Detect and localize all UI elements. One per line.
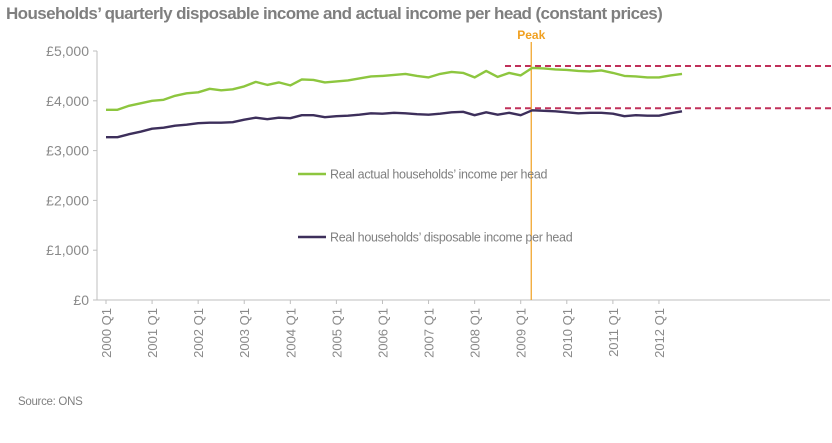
source-note: Source: ONS <box>18 396 83 408</box>
legend-label: Real actual households’ income per head <box>330 168 547 182</box>
x-tick-label: 2004 Q1 <box>283 308 298 358</box>
x-tick-label: 2012 Q1 <box>652 308 667 358</box>
y-tick-label: £4,000 <box>46 93 89 109</box>
x-tick-label: 2007 Q1 <box>422 308 437 358</box>
x-tick-label: 2009 Q1 <box>514 308 529 358</box>
x-tick-label: 2000 Q1 <box>99 308 114 358</box>
x-tick-label: 2011 Q1 <box>606 308 621 357</box>
legend-label: Real households’ disposable income per h… <box>330 231 573 245</box>
series-lines <box>106 66 683 139</box>
series-line-1 <box>106 66 683 112</box>
x-tick-label: 2010 Q1 <box>560 308 575 358</box>
x-tick-label: 2003 Q1 <box>237 308 252 358</box>
y-tick-label: £3,000 <box>46 143 89 159</box>
x-tick-label: 2005 Q1 <box>329 308 344 358</box>
chart-title: Households’ quarterly disposable income … <box>6 4 663 23</box>
y-tick-label: £5,000 <box>46 43 89 59</box>
x-tick-label: 2002 Q1 <box>191 308 206 358</box>
peak-marker: Peak <box>517 28 546 300</box>
x-axis-ticks: 2000 Q1 2001 Q1 2002 Q1 2003 Q1 2004 Q1 2005 … <box>99 300 667 358</box>
y-axis-ticks: £0 £1,000 £2,000 £3,000 £4,000 £5,000 <box>46 43 98 308</box>
legend: Real actual households’ income per head R… <box>298 168 573 245</box>
y-tick-label: £0 <box>73 292 89 308</box>
x-tick-label: 2008 Q1 <box>468 308 483 358</box>
y-tick-label: £2,000 <box>46 192 89 208</box>
reference-lines <box>505 64 832 110</box>
y-tick-label: £1,000 <box>46 242 89 258</box>
x-tick-label: 2006 Q1 <box>375 308 390 358</box>
series-line-2 <box>106 109 683 139</box>
peak-label: Peak <box>517 28 545 42</box>
x-tick-label: 2001 Q1 <box>145 308 160 358</box>
